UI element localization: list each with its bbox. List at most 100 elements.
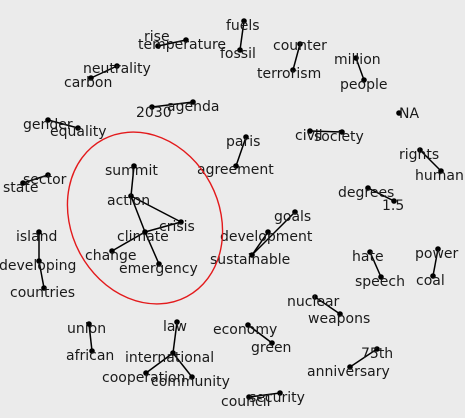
word-label-security: security [249, 390, 305, 406]
node-degrees [365, 185, 371, 191]
node-temperature [183, 37, 189, 43]
word-label-fuels: fuels [226, 18, 260, 34]
edge-climate-crisis [144, 221, 182, 233]
word-label-development: development [220, 229, 313, 245]
edge-summit-action [130, 165, 135, 197]
node-neutrality [114, 63, 120, 69]
word-label-1.5: 1.5 [382, 198, 404, 214]
word-label-goals: goals [274, 209, 311, 225]
node-fossil [237, 47, 243, 53]
word-label-paris: paris [226, 134, 260, 150]
edge-layer [22, 20, 442, 398]
edge-climate-change [111, 231, 146, 252]
word-label-degrees: degrees [338, 185, 394, 201]
node-million [353, 55, 359, 61]
node-development [265, 229, 271, 235]
node-community [189, 374, 195, 380]
word-label-summit: summit [105, 163, 158, 179]
node-sector [45, 172, 51, 178]
edge-union-african [88, 323, 93, 352]
node-agenda [190, 99, 196, 105]
edge-sector-state [22, 174, 49, 184]
node-rights [417, 147, 423, 153]
word-label-power: power [415, 246, 459, 262]
word-label-climate: climate [117, 229, 169, 245]
node-fuels [241, 18, 247, 24]
node-carbon [88, 75, 94, 81]
node-speech [378, 274, 384, 280]
word-label-economy: economy [213, 322, 277, 338]
edge-rise-temperature [157, 39, 187, 47]
edge-million-people [355, 57, 365, 81]
edge-counter-terrorism [292, 43, 301, 71]
node-council [246, 394, 252, 400]
node-gender [45, 117, 51, 123]
edge-action-crisis [130, 195, 182, 223]
edge-paris-agreement [235, 136, 247, 167]
word-label-community: community [151, 374, 230, 390]
word-label-state: state [3, 180, 38, 196]
node-society [339, 129, 345, 135]
word-label-emergency: emergency [119, 261, 198, 277]
node-state [20, 180, 26, 186]
word-label-crisis: crisis [159, 219, 195, 235]
edge-neutrality-carbon [90, 65, 118, 79]
edge-75th-anniversary [349, 348, 378, 368]
node-developing [36, 258, 42, 264]
edge-economy-green [247, 324, 273, 344]
word-label-human: human [415, 168, 464, 184]
edge-action-climate [130, 195, 146, 233]
word-label-countries: countries [10, 285, 75, 301]
node-green [269, 340, 275, 346]
word-label-sustainable: sustainable [210, 252, 290, 268]
word-label-temperature: temperature [138, 37, 226, 53]
edge-power-coal [432, 248, 439, 277]
word-label-NA: NA [399, 106, 419, 122]
edge-hate-speech [369, 251, 382, 278]
node-human [438, 168, 444, 174]
word-label-sector: sector [23, 172, 67, 188]
edge-sustainable-development [251, 231, 269, 256]
node-law [174, 319, 180, 325]
node-2030 [149, 104, 155, 110]
word-label-law: law [163, 319, 187, 335]
node-anniversary [347, 364, 353, 370]
edge-international-community [172, 352, 193, 378]
word-label-rights: rights [399, 147, 439, 163]
node-rise [155, 43, 161, 49]
node-layer [20, 18, 444, 400]
word-label-agenda: agenda [167, 99, 219, 115]
word-label-action: action [107, 193, 150, 209]
node-union [86, 321, 92, 327]
node-crisis [178, 219, 184, 225]
word-label-terrorism: terrorism [257, 66, 321, 82]
node-goals [292, 209, 298, 215]
edge-fuels-fossil [239, 20, 245, 51]
edge-security-council [248, 392, 281, 398]
node-paris [243, 134, 249, 140]
edge-law-international [172, 321, 178, 354]
edge-developing-countries [38, 260, 45, 289]
node-1.5 [391, 198, 397, 204]
word-label-agreement: agreement [197, 162, 274, 178]
node-terrorism [290, 67, 296, 73]
node-power [435, 246, 441, 252]
word-label-council: council [221, 394, 271, 410]
node-counter [297, 41, 303, 47]
word-label-weapons: weapons [308, 311, 370, 327]
edge-goals-sustainable [251, 211, 296, 256]
node-change [109, 248, 115, 254]
word-label-african: african [66, 348, 114, 364]
word-label-developing: developing [0, 258, 76, 274]
word-label-neutrality: neutrality [83, 61, 151, 77]
edge-nuclear-weapons [314, 296, 341, 315]
node-hate [367, 249, 373, 255]
word-label-civil: civil [295, 128, 323, 144]
node-civil [307, 128, 313, 134]
node-cooperation [143, 370, 149, 376]
edge-degrees-1.5 [367, 187, 395, 202]
node-75th [374, 346, 380, 352]
node-island [36, 229, 42, 235]
